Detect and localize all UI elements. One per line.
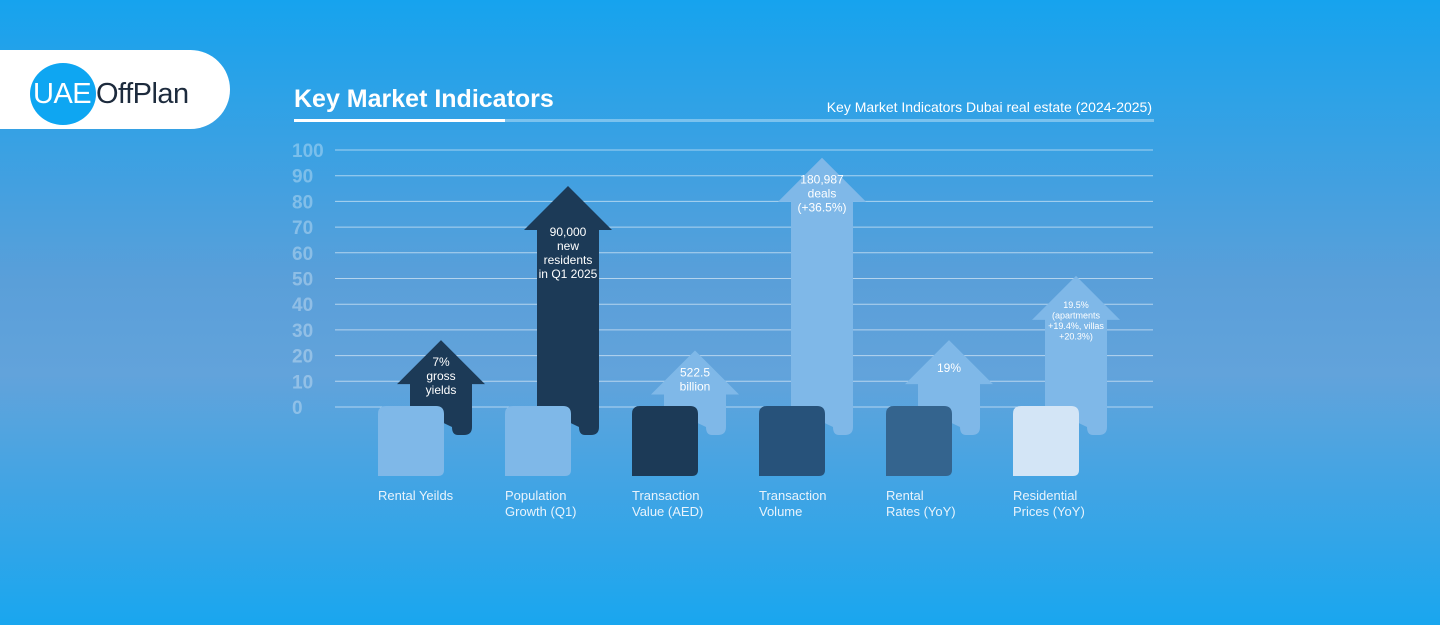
- indicator-base: [886, 406, 952, 476]
- indicator-base: [505, 406, 571, 476]
- indicator-arrow: [905, 340, 993, 435]
- y-tick-label: 90: [292, 167, 313, 188]
- category-label-line: Transaction: [632, 488, 699, 503]
- data-label-line: 7%: [432, 355, 450, 369]
- category-label: Transaction Volume: [759, 488, 826, 519]
- data-label-line: (+36.5%): [797, 201, 846, 215]
- indicator-arrow: [1032, 275, 1120, 435]
- y-tick-label: 20: [292, 347, 313, 368]
- y-tick-label: 0: [292, 398, 303, 419]
- logo-text-uae: UAE: [33, 78, 92, 110]
- data-label-line: 180,987: [800, 173, 844, 187]
- indicator-arrow: [778, 157, 866, 435]
- category-label-line: Growth (Q1): [505, 504, 577, 519]
- title-divider-highlight: [294, 119, 505, 122]
- data-label-line: +19.4%, villas: [1048, 321, 1104, 331]
- data-label-line: residents: [544, 253, 593, 267]
- page-title: Key Market Indicators: [294, 85, 554, 113]
- category-label-line: Transaction: [759, 488, 826, 503]
- category-label: Population Growth (Q1): [505, 488, 577, 519]
- category-label-line: Value (AED): [632, 504, 703, 519]
- data-label-line: 522.5: [680, 365, 710, 379]
- page-subtitle: Key Market Indicators Dubai real estate …: [826, 99, 1152, 115]
- category-label: Residential Prices (YoY): [1013, 488, 1085, 519]
- category-label-line: Rates (YoY): [886, 504, 956, 519]
- y-tick-label: 30: [292, 321, 313, 342]
- data-label-line: yields: [426, 383, 457, 397]
- data-label-line: 90,000: [550, 225, 587, 239]
- y-tick-label: 60: [292, 244, 313, 265]
- category-label-line: Rental Yeilds: [378, 488, 454, 503]
- category-label-line: Residential: [1013, 488, 1077, 503]
- logo-circle: [30, 63, 96, 125]
- data-label: 522.5 billion: [680, 365, 711, 393]
- category-label-line: Prices (YoY): [1013, 504, 1085, 519]
- y-tick-label: 50: [292, 270, 313, 291]
- data-label-line: 19%: [937, 361, 961, 375]
- y-tick-label: 10: [292, 372, 313, 393]
- data-label-line: deals: [808, 187, 837, 201]
- indicator-base: [1013, 406, 1079, 476]
- data-label-line: new: [557, 239, 579, 253]
- indicator-arrow: [397, 340, 485, 435]
- y-tick-label: 80: [292, 192, 313, 213]
- category-label: Rental Yeilds: [378, 488, 454, 503]
- data-label: 7% gross yields: [426, 355, 457, 397]
- data-label: 19%: [937, 361, 961, 375]
- indicator-base: [378, 406, 444, 476]
- category-label: Transaction Value (AED): [632, 488, 703, 519]
- data-label-line: +20.3%): [1059, 331, 1093, 341]
- data-label-line: billion: [680, 379, 711, 393]
- indicator-arrow: [524, 185, 612, 435]
- title-divider: [294, 119, 1154, 122]
- data-label: 90,000 new residents in Q1 2025: [539, 225, 598, 281]
- data-label-line: gross: [426, 369, 455, 383]
- category-label-line: Population: [505, 488, 566, 503]
- y-tick-label: 100: [292, 141, 324, 162]
- logo-text-offplan: OffPlan: [96, 78, 189, 110]
- category-label-line: Rental: [886, 488, 924, 503]
- indicator-arrow: [651, 350, 739, 435]
- category-label-line: Volume: [759, 504, 802, 519]
- category-label: Rental Rates (YoY): [886, 488, 956, 519]
- data-label-line: in Q1 2025: [539, 267, 598, 281]
- indicator-base: [632, 406, 698, 476]
- data-label: 19.5% (apartments +19.4%, villas +20.3%): [1048, 300, 1104, 342]
- data-label-line: (apartments: [1052, 310, 1101, 320]
- y-tick-label: 70: [292, 218, 313, 239]
- data-label-line: 19.5%: [1063, 300, 1089, 310]
- data-label: 180,987 deals (+36.5%): [797, 173, 846, 215]
- indicator-base: [759, 406, 825, 476]
- y-tick-label: 40: [292, 295, 313, 316]
